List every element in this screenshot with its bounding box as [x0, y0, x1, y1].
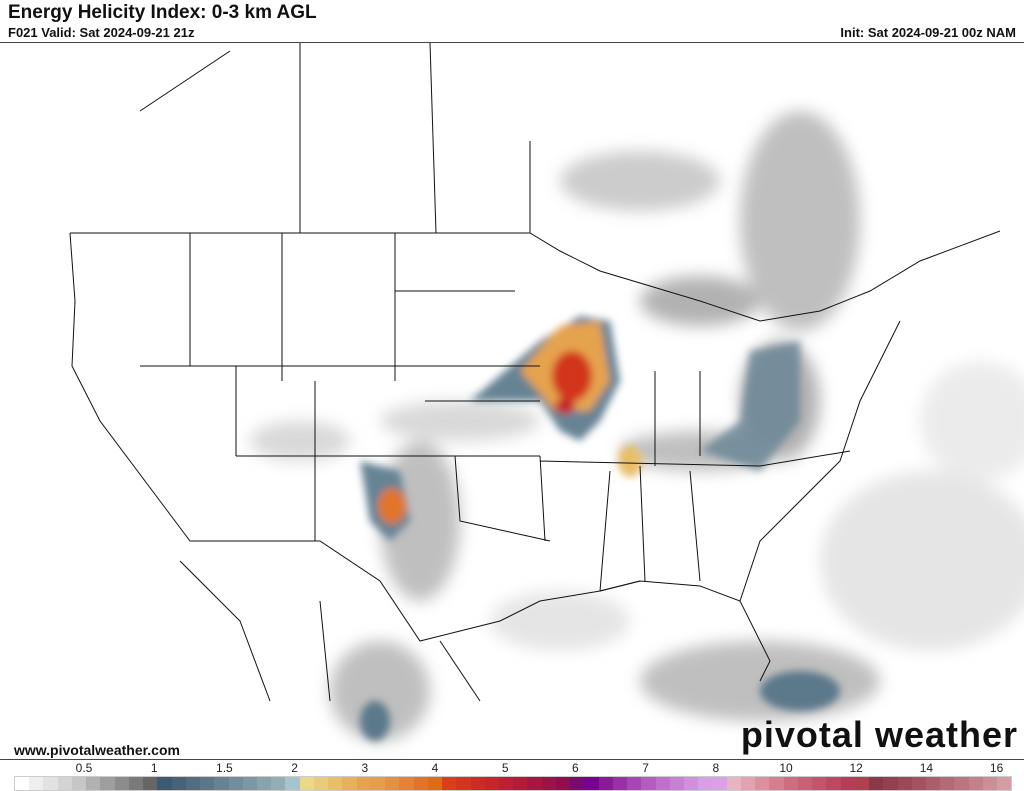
- colorbar-tick-label: 5: [501, 761, 509, 775]
- colorbar-swatch: [854, 777, 870, 790]
- colorbar-tick-label: 0.5: [75, 761, 93, 775]
- colorbar-tick-label: 6: [572, 761, 579, 775]
- colorbar-tick-label: 7: [642, 761, 649, 775]
- colorbar-swatch: [740, 777, 756, 790]
- colorbar-swatch: [185, 777, 201, 790]
- colorbar-swatch: [783, 777, 798, 790]
- colorbar-swatch: [698, 777, 713, 790]
- website-label[interactable]: www.pivotalweather.com: [14, 742, 180, 758]
- colorbar-tick-label: 1.5: [216, 761, 233, 775]
- pivotal-weather-logo: pivotal weather: [740, 714, 1018, 755]
- colorbar-swatch: [442, 777, 457, 790]
- colorbar-tick-label: 16: [989, 761, 1004, 775]
- colorbar-tick-label: 2: [291, 761, 298, 775]
- colorbar-swatch: [285, 777, 300, 790]
- colorbar-swatch: [86, 777, 101, 790]
- colorbar-swatch: [513, 777, 528, 790]
- colorbar-swatch: [342, 777, 357, 790]
- colorbar-swatch: [385, 777, 400, 790]
- colorbar-swatch: [541, 777, 556, 790]
- colorbar-tick-label: 3: [361, 761, 369, 775]
- colorbar-swatch: [840, 777, 855, 790]
- colorbar-swatch: [399, 777, 414, 790]
- colorbar-swatch: [114, 777, 129, 790]
- boundaries: [69, 43, 1001, 702]
- colorbar-swatch: [29, 777, 44, 790]
- colorbar-swatch: [997, 777, 1012, 790]
- colorbar-swatch: [612, 777, 628, 790]
- colorbar-swatch: [555, 777, 571, 790]
- ehi-color-field: [360, 316, 840, 741]
- colorbar-swatch: [214, 777, 229, 790]
- colorbar-swatch: [684, 777, 699, 790]
- colorbar-swatch: [755, 777, 770, 790]
- colorbar-swatch: [299, 777, 314, 790]
- colorbar-tick-label: 14: [919, 761, 934, 775]
- colorbar-swatch: [769, 777, 784, 790]
- colorbar-swatch: [57, 777, 72, 790]
- colorbar-swatch: [71, 777, 87, 790]
- colorbar-swatch: [627, 777, 642, 790]
- colorbar-swatch: [143, 777, 158, 790]
- colorbar-swatch: [356, 777, 371, 790]
- colorbar-tick-label: 12: [849, 761, 863, 775]
- colorbar-swatch: [968, 777, 983, 790]
- colorbar-swatch: [726, 777, 741, 790]
- colorbar-swatch: [570, 777, 585, 790]
- colorbar-swatch: [812, 777, 827, 790]
- colorbar-swatch: [911, 777, 926, 790]
- colorbar-swatch: [427, 777, 443, 790]
- colorbar-swatch: [313, 777, 329, 790]
- colorbar-swatch: [498, 777, 514, 790]
- colorbar-swatch: [43, 777, 58, 790]
- colorbar-swatch: [883, 777, 898, 790]
- colorbar-swatch: [256, 777, 272, 790]
- colorbar-swatch: [271, 777, 286, 790]
- colorbar-swatch: [954, 777, 969, 790]
- colorbar-swatch: [527, 777, 542, 790]
- colorbar-tick-label: 10: [779, 761, 793, 775]
- colorbar-swatch: [328, 777, 343, 790]
- colorbar-swatch: [171, 777, 186, 790]
- colorbar-swatch: [869, 777, 884, 790]
- colorbar-swatch: [484, 777, 499, 790]
- colorbar-swatch: [228, 777, 243, 790]
- colorbar-swatch: [982, 777, 998, 790]
- map-canvas: [69, 43, 1024, 741]
- colorbar-swatch: [370, 777, 386, 790]
- colorbar-tick-label: 1: [150, 761, 158, 775]
- colorbar-swatch: [157, 777, 172, 790]
- colorbar-swatch: [712, 777, 727, 790]
- colorbar-swatch: [926, 777, 941, 790]
- colorbar-swatch: [826, 777, 841, 790]
- colorbar-swatch: [128, 777, 144, 790]
- colorbar-swatch: [897, 777, 912, 790]
- weather-map[interactable]: [0, 42, 1024, 760]
- colorbar-swatch: [456, 777, 471, 790]
- map-title: Energy Helicity Index: 0-3 km AGL: [8, 2, 317, 23]
- colorbar-tick-label: 8: [712, 761, 720, 775]
- colorbar-swatch: [470, 777, 485, 790]
- colorbar-swatch: [940, 777, 955, 790]
- colorbar-swatch: [655, 777, 670, 790]
- colorbar-swatch: [797, 777, 813, 790]
- colorbar-swatch: [598, 777, 613, 790]
- colorbar-swatch: [100, 777, 115, 790]
- colorbar-swatch: [584, 777, 599, 790]
- colorbar-tick-label: 4: [431, 761, 439, 775]
- init-time: Init: Sat 2024-09-21 00z NAM: [840, 25, 1016, 40]
- colorbar-swatch: [641, 777, 656, 790]
- colorbar-swatch: [413, 777, 428, 790]
- colorbar: [14, 776, 1012, 791]
- valid-time: F021 Valid: Sat 2024-09-21 21z: [8, 25, 195, 40]
- colorbar-swatch: [200, 777, 215, 790]
- colorbar-swatch: [242, 777, 257, 790]
- ehi-gray-field: [250, 111, 1024, 741]
- colorbar-swatch: [669, 777, 685, 790]
- colorbar-swatch: [15, 777, 30, 790]
